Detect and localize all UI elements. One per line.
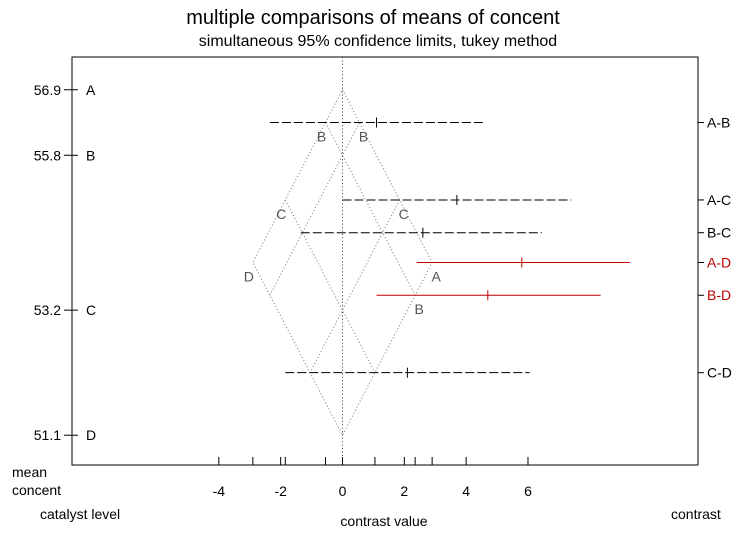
diamond-label-b-lower-right: B <box>414 301 423 317</box>
x-axis-label: contrast value <box>340 513 427 529</box>
right-tick-label-a-c: A-C <box>707 192 731 208</box>
left-mean-label-b: 55.8 <box>34 147 61 163</box>
right-tick-label-b-d: B-D <box>707 287 731 303</box>
left-mean-label-c: 53.2 <box>34 302 61 318</box>
left-axis-label: catalyst level <box>40 506 120 522</box>
x-tick-label-1: -2 <box>274 483 287 499</box>
left-level-label-b: B <box>86 147 95 163</box>
plot-frame <box>71 56 699 466</box>
left-mean-label-d: 51.1 <box>34 427 61 443</box>
chart-title: multiple comparisons of means of concent <box>186 7 560 29</box>
x-tick-label-2: 0 <box>339 483 347 499</box>
diamond-grid: B B C C D A B <box>244 88 441 437</box>
right-tick-label-a-b: A-B <box>707 115 730 131</box>
diamond-label-c-right: C <box>399 206 409 222</box>
right-tick-label-b-c: B-C <box>707 225 731 241</box>
diamond-label-b-left: B <box>317 129 326 145</box>
diamond-label-d-left: D <box>244 268 254 284</box>
diamond-label-c-left: C <box>276 206 286 222</box>
left-axis-title-line-2: concent <box>12 482 61 498</box>
confidence-intervals <box>269 117 630 378</box>
left-mean-label-a: 56.9 <box>34 82 61 98</box>
left-level-label-d: D <box>86 427 96 443</box>
diamond-gridline-c-b <box>309 199 401 373</box>
chart-subtitle: simultaneous 95% confidence limits, tuke… <box>199 33 557 50</box>
x-tick-label-3: 2 <box>400 483 408 499</box>
bottom-axis: -4 -2 0 2 4 6 <box>213 457 532 499</box>
diamond-label-a-lower-right: A <box>431 268 441 284</box>
right-tick-label-a-d: A-D <box>707 254 731 270</box>
x-tick-label-4: 4 <box>462 483 470 499</box>
left-level-label-c: C <box>86 302 96 318</box>
diamond-outline <box>252 88 433 437</box>
left-axis: 56.9 A 55.8 B 53.2 C 51.1 D <box>34 82 96 443</box>
right-tick-label-c-d: C-D <box>707 365 732 381</box>
right-axis-label: contrast <box>671 506 721 522</box>
left-axis-title-line-1: mean <box>12 464 47 480</box>
diamond-label-b-right: B <box>359 129 368 145</box>
right-axis: A-B A-C B-C A-D B-D C-D <box>698 115 732 381</box>
diamond-gridline-c-a <box>284 199 376 373</box>
x-tick-label-0: -4 <box>213 483 226 499</box>
left-level-label-a: A <box>86 82 96 98</box>
x-tick-label-5: 6 <box>524 483 532 499</box>
